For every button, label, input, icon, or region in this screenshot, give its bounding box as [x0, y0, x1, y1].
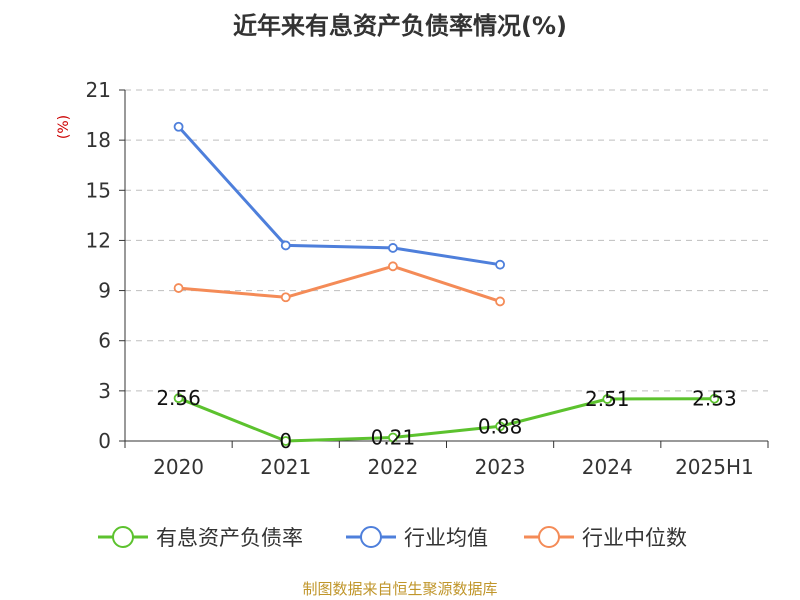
- data-point: [602, 394, 613, 404]
- data-point: [280, 292, 291, 303]
- legend-label: 行业中位数: [582, 526, 687, 550]
- data-point: [388, 261, 398, 272]
- legend-marker: [538, 526, 560, 548]
- data-point: [709, 393, 720, 404]
- y-tick-label: 3: [98, 379, 111, 403]
- data-point: [173, 393, 184, 404]
- data-point: [495, 296, 505, 307]
- data-label: 0: [279, 429, 292, 453]
- data-point: [495, 421, 505, 432]
- series-line-1: [177, 125, 501, 267]
- x-tick-label: 2021: [260, 455, 311, 479]
- series-lines: [173, 121, 720, 446]
- data-point: [280, 240, 291, 251]
- legend: 有息资产负债率 行业均值 行业中位数: [98, 526, 687, 550]
- data-point: [173, 283, 184, 293]
- y-tick-label: 15: [86, 178, 111, 202]
- data-label: 2.56: [156, 386, 201, 410]
- source-note: 制图数据来自恒生聚源数据库: [302, 580, 497, 598]
- data-label: 0.21: [371, 425, 416, 449]
- data-point: [280, 436, 291, 446]
- data-point: [388, 432, 398, 443]
- x-tick-label: 2025H1: [675, 455, 754, 479]
- axes: 0 3 6 9 12 15 18 21 2020 2021 2022 2023 2024 2025H1: [86, 78, 769, 479]
- data-label: 2.53: [692, 387, 737, 411]
- legend-marker: [112, 526, 134, 548]
- y-tick-label: 6: [98, 329, 111, 353]
- y-tick-label: 12: [86, 228, 111, 252]
- data-labels: 2.56 0 0.21 0.88 2.51 2.53: [156, 386, 736, 453]
- y-tick-label: 0: [98, 429, 111, 453]
- data-point: [388, 243, 398, 253]
- data-point: [173, 121, 184, 132]
- x-tick-label: 2023: [475, 455, 526, 479]
- series-line-0: [178, 396, 715, 443]
- y-tick-label: 9: [98, 279, 111, 303]
- series-line-2: [178, 264, 501, 303]
- data-label: 2.51: [585, 387, 630, 411]
- y-axis-label: (%): [56, 115, 72, 139]
- grid-lines: [125, 89, 768, 392]
- legend-label: 有息资产负债率: [156, 526, 303, 550]
- x-tick-label: 2020: [153, 455, 204, 479]
- legend-label: 行业均值: [404, 526, 488, 550]
- x-tick-label: 2022: [367, 455, 418, 479]
- legend-marker: [360, 526, 382, 548]
- data-label: 0.88: [478, 414, 523, 438]
- x-tick-label: 2024: [582, 455, 633, 479]
- y-tick-label: 21: [86, 78, 111, 102]
- chart-title: 近年来有息资产负债率情况(%): [233, 12, 567, 40]
- data-point: [495, 259, 505, 270]
- y-tick-label: 18: [86, 128, 111, 152]
